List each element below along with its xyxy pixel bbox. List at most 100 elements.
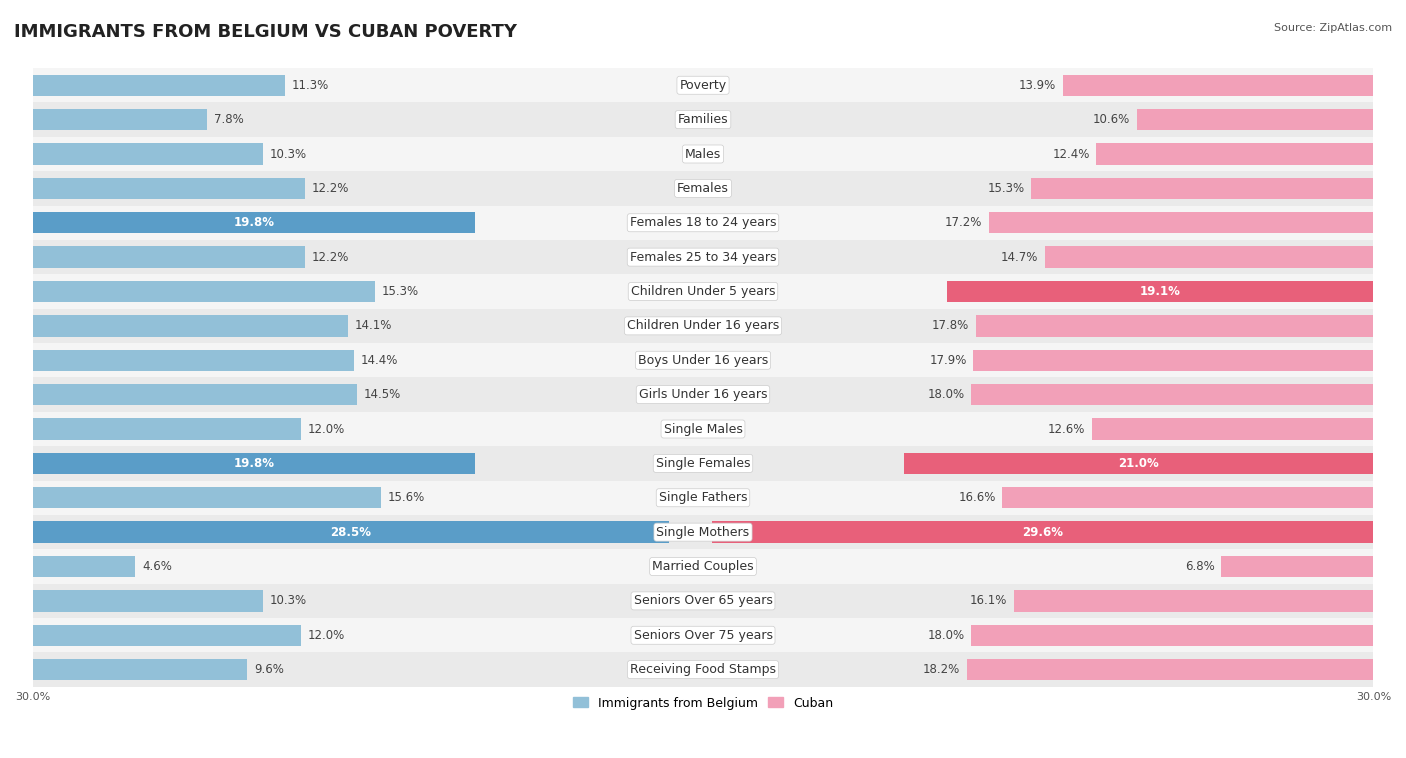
Bar xyxy=(1032,177,1374,199)
Bar xyxy=(32,349,354,371)
Bar xyxy=(988,212,1374,233)
Text: 10.3%: 10.3% xyxy=(270,594,307,607)
Bar xyxy=(32,143,263,164)
Text: 17.2%: 17.2% xyxy=(945,216,983,229)
Text: Single Mothers: Single Mothers xyxy=(657,525,749,539)
Bar xyxy=(32,315,347,337)
Text: 19.8%: 19.8% xyxy=(233,216,274,229)
Bar xyxy=(32,274,1374,309)
Bar xyxy=(972,625,1374,646)
Bar xyxy=(32,177,305,199)
Text: 12.2%: 12.2% xyxy=(312,182,349,195)
Text: 18.0%: 18.0% xyxy=(928,388,965,401)
Text: 15.6%: 15.6% xyxy=(388,491,425,504)
Bar xyxy=(946,281,1374,302)
Text: Families: Families xyxy=(678,113,728,126)
Text: Married Couples: Married Couples xyxy=(652,560,754,573)
Bar xyxy=(711,522,1374,543)
Text: 15.3%: 15.3% xyxy=(987,182,1025,195)
Text: Single Fathers: Single Fathers xyxy=(659,491,747,504)
Bar xyxy=(32,377,1374,412)
Bar xyxy=(32,481,1374,515)
Text: 16.1%: 16.1% xyxy=(970,594,1007,607)
Text: 7.8%: 7.8% xyxy=(214,113,243,126)
Bar xyxy=(32,584,1374,618)
Bar xyxy=(32,625,301,646)
Bar xyxy=(32,212,475,233)
Text: 12.4%: 12.4% xyxy=(1052,148,1090,161)
Text: 11.3%: 11.3% xyxy=(292,79,329,92)
Text: 17.8%: 17.8% xyxy=(932,319,969,332)
Text: Poverty: Poverty xyxy=(679,79,727,92)
Bar xyxy=(32,109,207,130)
Bar xyxy=(32,68,1374,102)
Text: 18.0%: 18.0% xyxy=(928,629,965,642)
Text: Source: ZipAtlas.com: Source: ZipAtlas.com xyxy=(1274,23,1392,33)
Text: 14.1%: 14.1% xyxy=(354,319,392,332)
Text: Seniors Over 65 years: Seniors Over 65 years xyxy=(634,594,772,607)
Bar xyxy=(1222,556,1374,577)
Text: Boys Under 16 years: Boys Under 16 years xyxy=(638,354,768,367)
Bar xyxy=(32,240,1374,274)
Text: IMMIGRANTS FROM BELGIUM VS CUBAN POVERTY: IMMIGRANTS FROM BELGIUM VS CUBAN POVERTY xyxy=(14,23,517,41)
Text: 13.9%: 13.9% xyxy=(1019,79,1056,92)
Bar xyxy=(972,384,1374,406)
Text: Children Under 5 years: Children Under 5 years xyxy=(631,285,775,298)
Text: Girls Under 16 years: Girls Under 16 years xyxy=(638,388,768,401)
Text: 19.1%: 19.1% xyxy=(1139,285,1181,298)
Bar xyxy=(32,487,381,509)
Bar xyxy=(32,246,305,268)
Bar xyxy=(32,618,1374,653)
Text: 14.7%: 14.7% xyxy=(1001,251,1038,264)
Bar xyxy=(976,315,1374,337)
Bar xyxy=(32,309,1374,343)
Bar xyxy=(32,281,374,302)
Bar xyxy=(1092,418,1374,440)
Bar xyxy=(32,590,263,612)
Bar xyxy=(1002,487,1374,509)
Text: Females 18 to 24 years: Females 18 to 24 years xyxy=(630,216,776,229)
Text: 12.0%: 12.0% xyxy=(308,422,344,436)
Legend: Immigrants from Belgium, Cuban: Immigrants from Belgium, Cuban xyxy=(568,691,838,715)
Bar xyxy=(32,446,1374,481)
Bar xyxy=(32,136,1374,171)
Bar xyxy=(32,343,1374,377)
Bar xyxy=(32,102,1374,136)
Bar xyxy=(32,412,1374,446)
Text: 14.4%: 14.4% xyxy=(361,354,398,367)
Text: 12.6%: 12.6% xyxy=(1047,422,1085,436)
Text: 28.5%: 28.5% xyxy=(330,525,371,539)
Text: 6.8%: 6.8% xyxy=(1185,560,1215,573)
Bar xyxy=(32,74,285,96)
Text: 10.6%: 10.6% xyxy=(1092,113,1130,126)
Text: 12.2%: 12.2% xyxy=(312,251,349,264)
Bar xyxy=(32,550,1374,584)
Text: 17.9%: 17.9% xyxy=(929,354,967,367)
Bar xyxy=(1136,109,1374,130)
Bar xyxy=(32,653,1374,687)
Text: 9.6%: 9.6% xyxy=(254,663,284,676)
Text: 4.6%: 4.6% xyxy=(142,560,172,573)
Bar xyxy=(32,659,247,680)
Bar xyxy=(32,171,1374,205)
Text: 29.6%: 29.6% xyxy=(1022,525,1063,539)
Text: 21.0%: 21.0% xyxy=(1118,457,1159,470)
Text: Seniors Over 75 years: Seniors Over 75 years xyxy=(634,629,772,642)
Text: Single Males: Single Males xyxy=(664,422,742,436)
Text: Receiving Food Stamps: Receiving Food Stamps xyxy=(630,663,776,676)
Bar xyxy=(32,384,357,406)
Bar xyxy=(32,205,1374,240)
Text: 15.3%: 15.3% xyxy=(381,285,419,298)
Bar xyxy=(904,453,1374,474)
Bar xyxy=(1097,143,1374,164)
Text: 19.8%: 19.8% xyxy=(233,457,274,470)
Bar xyxy=(32,515,1374,550)
Bar xyxy=(1063,74,1374,96)
Bar xyxy=(32,522,669,543)
Text: 10.3%: 10.3% xyxy=(270,148,307,161)
Bar xyxy=(967,659,1374,680)
Text: 16.6%: 16.6% xyxy=(959,491,995,504)
Text: Females 25 to 34 years: Females 25 to 34 years xyxy=(630,251,776,264)
Text: Females: Females xyxy=(678,182,728,195)
Bar xyxy=(973,349,1374,371)
